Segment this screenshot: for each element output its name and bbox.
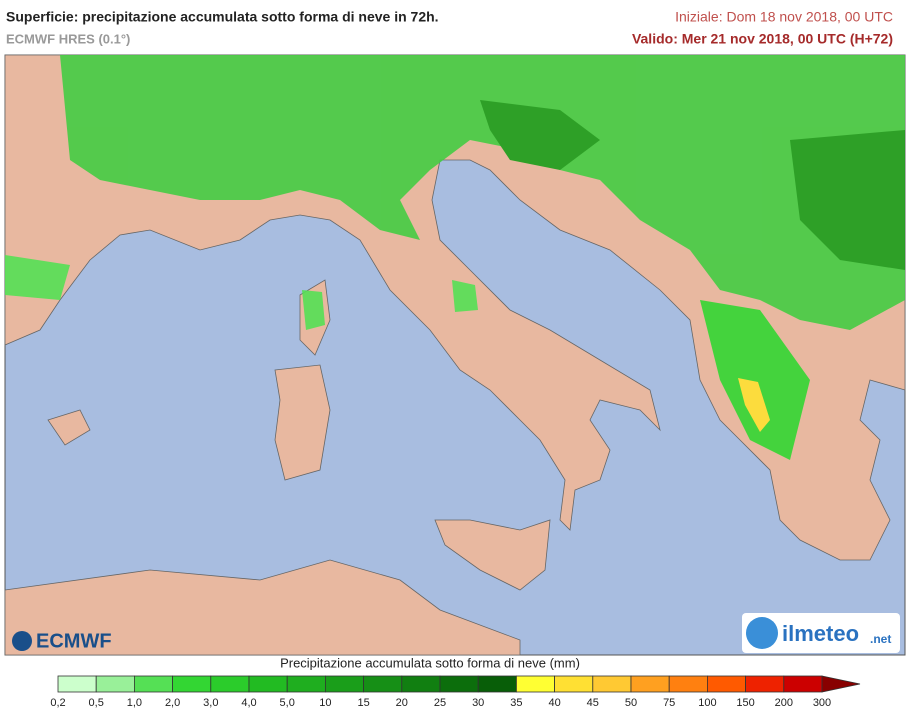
africa <box>4 559 521 656</box>
logo-ilmeteo: ilmeteo <box>782 621 859 646</box>
colorbar-label: 15 <box>357 697 369 709</box>
ecmwf-logo: ECMWF <box>12 630 112 652</box>
colorbar-arrow <box>821 675 861 693</box>
colorbar-label: 40 <box>548 697 560 709</box>
colorbar-box <box>172 675 212 693</box>
colorbar-box <box>745 675 785 693</box>
snow-area <box>790 130 905 270</box>
snow-area <box>738 378 770 432</box>
colorbar-label: 20 <box>396 697 408 709</box>
colorbar-box <box>630 675 670 693</box>
snow-area <box>452 280 478 312</box>
snow-area <box>302 290 325 330</box>
colorbar-box <box>248 675 288 693</box>
snow-area <box>700 300 810 460</box>
snow-area <box>5 255 70 300</box>
colorbar-box <box>668 675 708 693</box>
logo-ecmwf: ECMWF <box>36 630 112 652</box>
sardinia <box>274 364 331 481</box>
colorbar-label: 30 <box>472 697 484 709</box>
colorbar-label: 35 <box>510 697 522 709</box>
ilmeteo-logo: ilmeteo .net <box>742 613 900 653</box>
colorbar-label: 50 <box>625 697 637 709</box>
colorbar-box <box>133 675 173 693</box>
colorbar-label: 3,0 <box>203 697 218 709</box>
colorbar-label: 10 <box>319 697 331 709</box>
valid-time: Valido: Mer 21 nov 2018, 00 UTC (H+72) <box>632 31 893 47</box>
colorbar-label: 4,0 <box>241 697 256 709</box>
sicily <box>434 519 551 591</box>
colorbar-box <box>286 675 326 693</box>
colorbar-box <box>783 675 823 693</box>
snow-area <box>60 55 905 330</box>
colorbar-box <box>477 675 517 693</box>
colorbar-label: 75 <box>663 697 675 709</box>
colorbar: 0,2 0,5 1,0 2,0 3,0 4,0 5,0 10 15 20 25 30 35 40 45 50 7… <box>50 675 861 709</box>
colorbar-box <box>95 675 135 693</box>
colorbar-box <box>324 675 364 693</box>
colorbar-box <box>210 675 250 693</box>
colorbar-label: 2,0 <box>165 697 180 709</box>
logo-suffix: .net <box>870 632 891 646</box>
title: Superficie: precipitazione accumulata so… <box>6 9 439 25</box>
colorbar-label: 0,2 <box>50 697 65 709</box>
initial-time: Iniziale: Dom 18 nov 2018, 00 UTC <box>675 9 893 25</box>
balearic <box>47 409 91 446</box>
colorbar-label: 300 <box>813 697 831 709</box>
colorbar-label: 5,0 <box>280 697 295 709</box>
colorbar-label: 1,0 <box>127 697 142 709</box>
colorbar-box <box>57 675 97 693</box>
colorbar-box <box>401 675 441 693</box>
colorbar-label: 45 <box>587 697 599 709</box>
legend-title: Precipitazione accumulata sotto forma di… <box>280 655 580 670</box>
colorbar-label: 100 <box>698 697 716 709</box>
map: ECMWF ilmeteo .net <box>4 54 906 656</box>
colorbar-box <box>439 675 479 693</box>
model: ECMWF HRES (0.1°) <box>6 31 130 46</box>
colorbar-box <box>363 675 403 693</box>
colorbar-label: 200 <box>775 697 793 709</box>
colorbar-box <box>707 675 747 693</box>
snow-area <box>480 100 600 170</box>
colorbar-box <box>554 675 594 693</box>
colorbar-box <box>516 675 556 693</box>
colorbar-label: 25 <box>434 697 446 709</box>
colorbar-label: 150 <box>736 697 754 709</box>
colorbar-box <box>592 675 632 693</box>
colorbar-label: 0,5 <box>89 697 104 709</box>
